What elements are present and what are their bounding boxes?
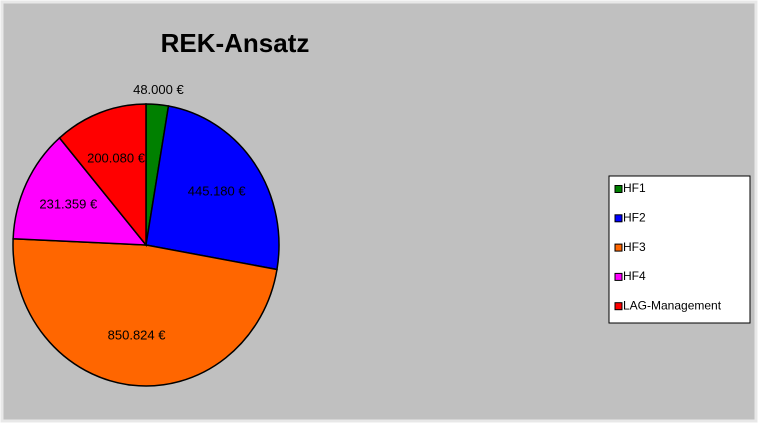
legend-label: HF3 — [623, 240, 646, 254]
legend-label: HF2 — [623, 210, 646, 224]
pie-slice — [12, 238, 278, 387]
legend-swatch — [614, 243, 623, 252]
legend — [608, 175, 751, 324]
legend-label: HF1 — [623, 181, 646, 195]
pie-slice — [58, 103, 147, 248]
legend-swatch — [614, 214, 623, 223]
data-label: 850.824 € — [108, 328, 167, 343]
legend-swatch — [614, 272, 623, 281]
pie-slice — [12, 136, 148, 246]
legend-label: LAG-Management — [623, 298, 722, 312]
legend-swatch — [614, 302, 623, 311]
legend-label: HF4 — [623, 269, 646, 283]
data-label: 48.000 € — [133, 82, 184, 97]
data-label: 200.080 € — [87, 150, 146, 165]
chart-title: REK-Ansatz — [161, 28, 310, 58]
data-label: 445.180 € — [188, 184, 247, 199]
legend-swatch — [614, 185, 623, 193]
data-label: 231.359 € — [39, 196, 98, 211]
pie-slice — [145, 105, 280, 271]
